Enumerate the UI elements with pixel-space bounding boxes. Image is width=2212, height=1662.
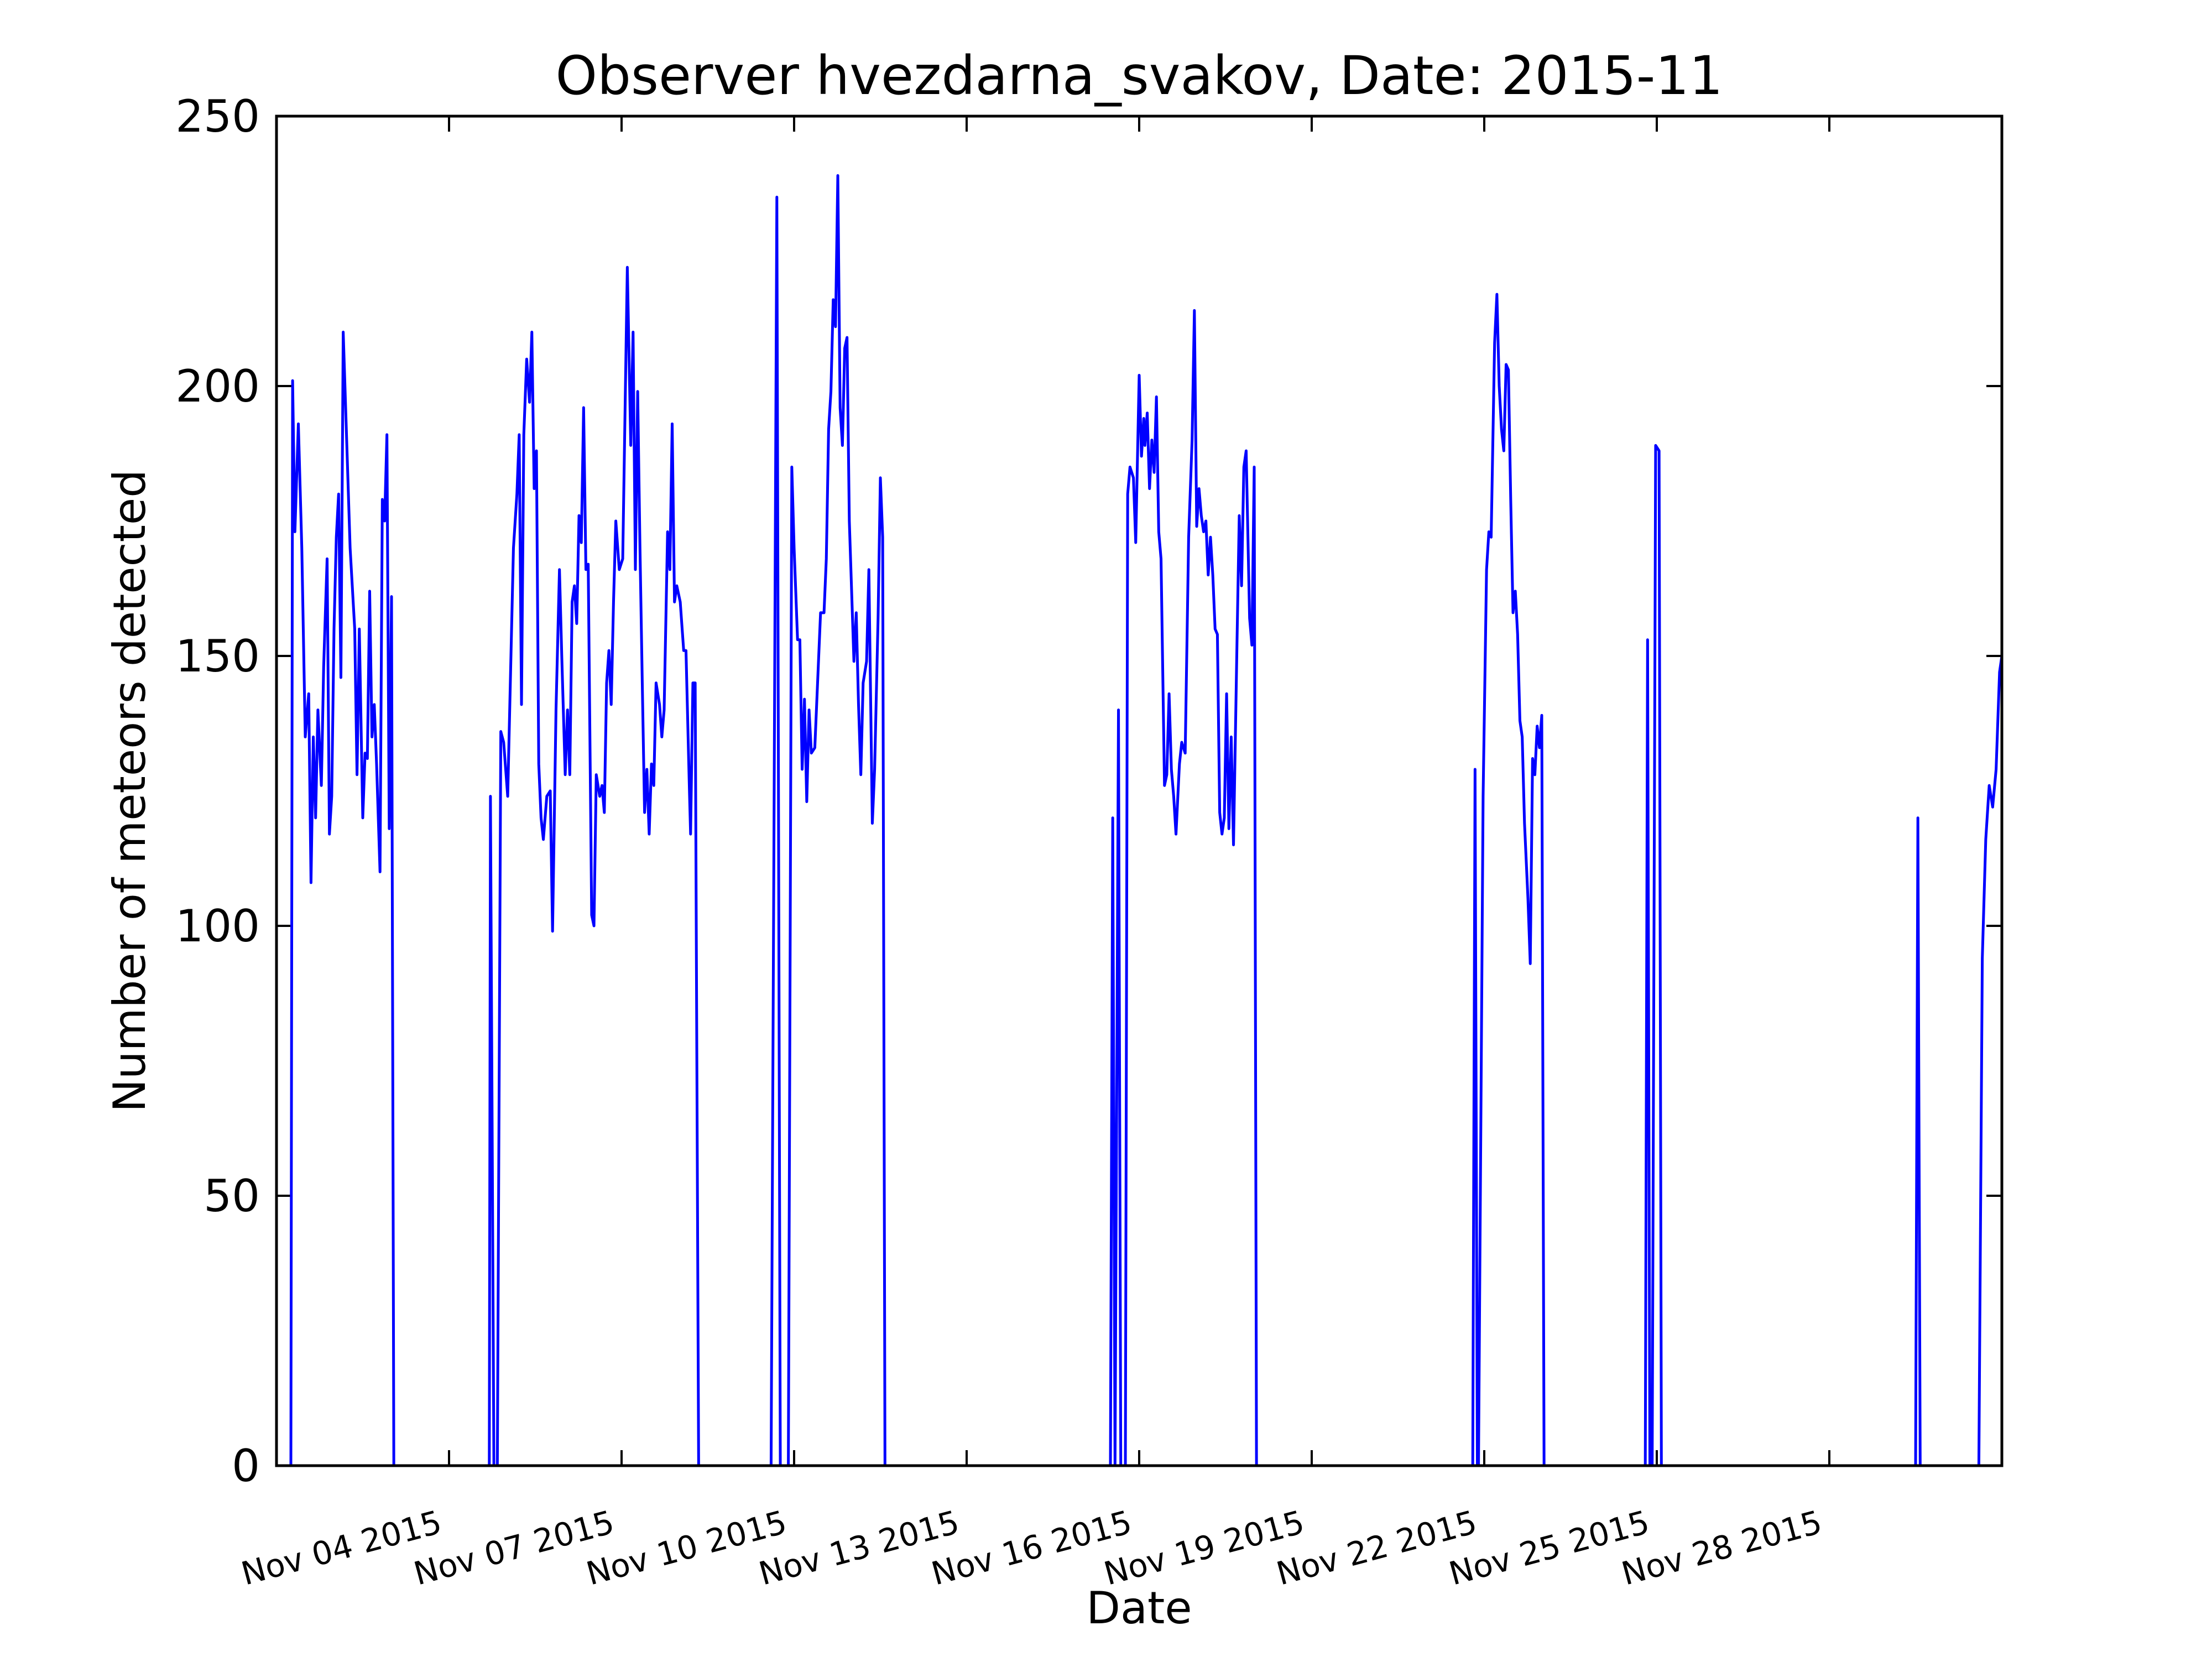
x-tick-label: Nov 04 2015 [237, 1503, 445, 1593]
y-tick-label: 0 [232, 1440, 260, 1492]
y-tick-label: 250 [175, 91, 260, 142]
x-tick-label: Nov 07 2015 [410, 1503, 618, 1593]
x-tick-label: Nov 16 2015 [927, 1503, 1135, 1593]
x-tick-label: Nov 25 2015 [1445, 1503, 1653, 1593]
x-tick-label: Nov 13 2015 [755, 1503, 963, 1593]
x-tick-label: Nov 28 2015 [1618, 1503, 1825, 1593]
y-tick-label: 100 [175, 900, 260, 952]
y-tick-label: 50 [204, 1170, 260, 1222]
y-tick-label: 150 [175, 631, 260, 682]
y-axis-label: Number of meteors detected [104, 470, 155, 1112]
plot-frame [275, 114, 2004, 1467]
y-tick-label: 200 [175, 361, 260, 412]
series-line-meteors [289, 174, 2002, 1466]
series-layer [289, 174, 2002, 1466]
x-axis-label: Date [1086, 1582, 1192, 1634]
x-tick-label: Nov 19 2015 [1100, 1503, 1308, 1593]
x-tick-label: Nov 10 2015 [582, 1503, 790, 1593]
x-tick-label: Nov 22 2015 [1272, 1503, 1480, 1593]
chart-title: Observer hvezdarna_svakov, Date: 2015-11 [555, 45, 1723, 107]
